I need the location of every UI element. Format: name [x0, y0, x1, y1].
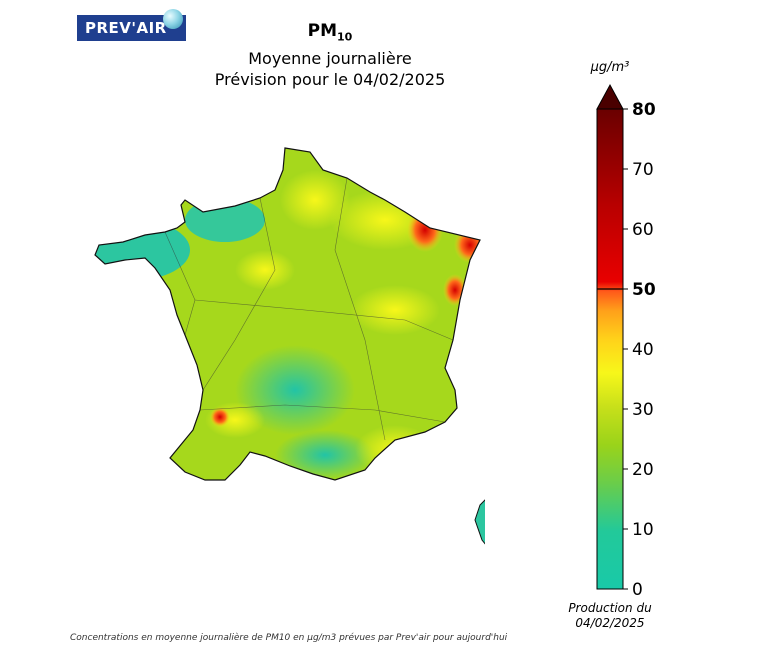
- colorbar-unit: µg/m³: [590, 60, 630, 75]
- pollutant-name: PM: [307, 21, 338, 41]
- footer-caption: Concentrations en moyenne journalière de…: [70, 633, 508, 643]
- subtitle: Moyenne journalière: [248, 49, 412, 69]
- forecast-date: Prévision pour le 04/02/2025: [214, 70, 446, 90]
- production-date: Production du 04/02/2025: [555, 601, 665, 631]
- logo-text: PREV'AIR: [85, 19, 167, 37]
- colorbar: µg/m³ 0 10 20 30 40 50 60 70 80: [590, 60, 656, 600]
- colorbar-tick-label: 30: [632, 400, 654, 420]
- colorbar-tick-label: 20: [632, 460, 654, 480]
- colorbar-tick-label: 60: [632, 220, 654, 240]
- pollutant-subscript: 10: [337, 30, 353, 44]
- colorbar-tick-label: 70: [632, 160, 654, 180]
- colorbar-tick-label: 10: [632, 520, 654, 540]
- map-title: PM10 Moyenne journalière Prévision pour …: [130, 20, 530, 90]
- colorbar-tick-label: 0: [632, 580, 643, 600]
- colorbar-tick-label: 50: [632, 280, 656, 300]
- france-map: [94, 147, 485, 545]
- production-line2: 04/02/2025: [575, 616, 645, 630]
- colorbar-tick-label: 40: [632, 340, 654, 360]
- corsica: [474, 499, 485, 545]
- production-line1: Production du: [568, 601, 652, 615]
- pollutant-title: PM10: [130, 20, 530, 48]
- colorbar-tick-label: 80: [632, 100, 656, 120]
- prevair-logo: PREV'AIR: [77, 9, 186, 41]
- globe-icon: [163, 9, 183, 29]
- colorbar-arrow: [596, 83, 624, 110]
